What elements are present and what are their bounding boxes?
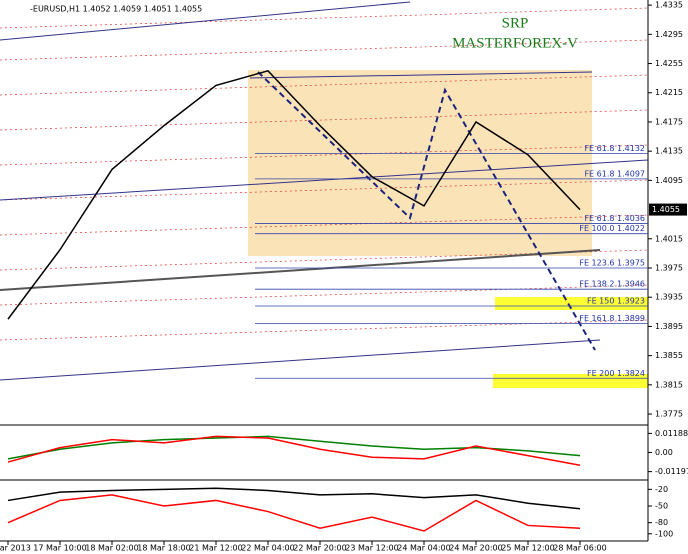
series-line [7,69,581,320]
x-tick-label: 23 Mar 12:00 [345,544,398,553]
series-line [7,494,581,532]
fib-label: FE 150 1.3923 [587,296,645,305]
x-tick-label: 22 Mar 04:00 [241,544,294,553]
y-tick-label: 1.4175 [655,117,683,126]
x-tick-label: 24 Mar 04:00 [397,544,450,553]
y-tick-label: -0.01197 [655,467,688,476]
highlight [493,374,648,388]
annotation: SRP [502,15,529,31]
fib-label: FE 100.0 1.4022 [579,224,645,233]
y-tick-label: 1.4015 [655,234,683,243]
y-tick-label: 1.3855 [655,351,683,360]
series-line [7,435,581,466]
chart-title: -EURUSD,H1 1.4052 1.4059 1.4051 1.4055 [30,5,202,14]
x-tick-label: 22 Mar 20:00 [293,544,346,553]
x-tick-label: 18 Mar 02:00 [85,544,138,553]
y-tick-label: -80 [655,518,668,527]
y-tick-label: 1.3895 [655,322,683,331]
fib-label: FE 200 1.3824 [587,369,645,378]
x-tick-label: 24 Mar 20:00 [449,544,502,553]
y-tick-label: 1.3815 [655,380,683,389]
x-tick-label: 18 Mar 18:00 [137,544,190,553]
y-tick-label: 1.3775 [655,410,683,419]
y-tick-label: -100 [655,529,673,538]
series-line [7,487,581,510]
y-tick-label: 1.4295 [655,30,683,39]
x-tick-label: 21 Mar 12:00 [189,544,242,553]
x-tick-label: 17 Mar 10:00 [33,544,86,553]
y-tick-label: 1.4255 [655,59,683,68]
y-tick-label: 1.4135 [655,147,683,156]
zone-box [248,70,592,256]
fib-label: FE 123.6 1.3975 [579,258,645,267]
fib-label: FE 61.8 1.4036 [584,214,645,223]
annotation: MASTERFOREX-V [452,35,578,51]
x-tick-label: 28 Mar 06:00 [553,544,606,553]
highlight [495,297,648,310]
y-tick-label: 0.01188 [655,429,688,438]
x-tick-label: 7 Mar 2013 [0,544,31,553]
fib-label: FE 138.2 1.3946 [579,280,645,289]
price-box [649,203,687,216]
y-tick-label: 1.4095 [655,176,683,185]
y-tick-label: 0.00 [655,448,673,457]
y-tick-label: 1.3935 [655,293,683,302]
y-tick-label: 1.4215 [655,88,683,97]
x-tick-label: 25 Mar 12:00 [501,544,554,553]
fib-label: FE 161.8 1.3899 [579,314,645,323]
price-label: 1.4055 [652,205,680,214]
fib-label: FE 61.8 1.4097 [584,169,645,178]
y-tick-label: 1.3975 [655,263,683,272]
y-tick-label: -50 [655,502,668,511]
fib-label: FE 61.8 1.4132 [584,144,645,153]
y-tick-label: -20 [655,485,668,494]
y-tick-label: 1.4335 [655,1,683,10]
